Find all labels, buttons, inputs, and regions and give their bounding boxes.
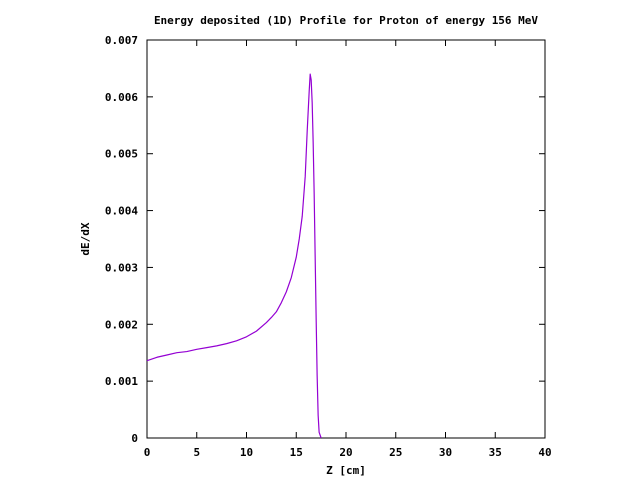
x-axis-title: Z [cm] bbox=[326, 464, 366, 477]
y-tick-label: 0.002 bbox=[105, 318, 138, 331]
series-line-1 bbox=[146, 73, 322, 439]
x-tick-label: 15 bbox=[290, 446, 303, 459]
y-tick-label: 0.004 bbox=[105, 205, 138, 218]
y-tick-label: 0.005 bbox=[105, 148, 138, 161]
plot-frame bbox=[146, 39, 546, 439]
x-tick-label: 20 bbox=[339, 446, 352, 459]
y-tick-label: 0.007 bbox=[105, 34, 138, 47]
y-tick-label: 0.001 bbox=[105, 375, 138, 388]
chart-title: Energy deposited (1D) Profile for Proton… bbox=[154, 14, 538, 27]
y-tick-label: 0 bbox=[131, 432, 138, 445]
y-tick-label: 0.003 bbox=[105, 261, 138, 274]
x-tick-label: 10 bbox=[240, 446, 253, 459]
x-tick-label: 25 bbox=[389, 446, 402, 459]
x-tick-label: 0 bbox=[144, 446, 151, 459]
x-tick-label: 30 bbox=[439, 446, 452, 459]
x-tick-label: 40 bbox=[538, 446, 551, 459]
x-tick-label: 5 bbox=[193, 446, 200, 459]
x-tick-label: 35 bbox=[489, 446, 502, 459]
y-axis-title: dE/dX bbox=[79, 222, 92, 255]
y-tick-label: 0.006 bbox=[105, 91, 138, 104]
